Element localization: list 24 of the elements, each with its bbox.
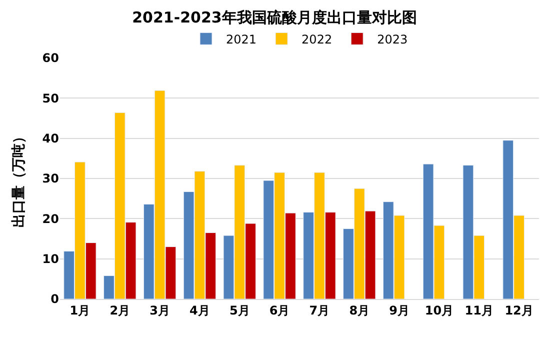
x-tick-label: 9月 xyxy=(389,303,410,318)
y-tick-label: 50 xyxy=(42,91,59,106)
y-tick-label: 20 xyxy=(42,212,59,226)
x-tick-label: 12月 xyxy=(504,303,534,318)
y-tick-label: 40 xyxy=(42,132,59,146)
y-tick-label: 10 xyxy=(42,252,59,266)
x-tick-label: 1月 xyxy=(70,303,90,318)
x-tick-label: 11月 xyxy=(464,303,494,318)
x-tick-label: 7月 xyxy=(309,303,330,318)
legend-label: 2023 xyxy=(377,32,408,46)
legend-label: 2022 xyxy=(302,32,332,46)
y-tick-label: 30 xyxy=(42,172,59,186)
x-tick-label: 8月 xyxy=(349,303,370,318)
x-tick-label: 10月 xyxy=(424,303,454,318)
x-tick-label: 6月 xyxy=(269,303,290,318)
y-tick-label: 60 xyxy=(42,51,59,66)
y-axis-title: 出口量（万吨） xyxy=(10,130,27,228)
y-tick-label: 0 xyxy=(50,292,59,306)
legend-label: 2021 xyxy=(226,32,257,46)
x-tick-label: 4月 xyxy=(190,303,210,318)
x-tick-label: 3月 xyxy=(150,303,170,318)
chart-title: 2021-2023年我国硫酸月度出口量对比图 xyxy=(132,8,417,26)
x-tick-label: 2月 xyxy=(110,303,130,318)
x-tick-label: 5月 xyxy=(229,303,250,318)
